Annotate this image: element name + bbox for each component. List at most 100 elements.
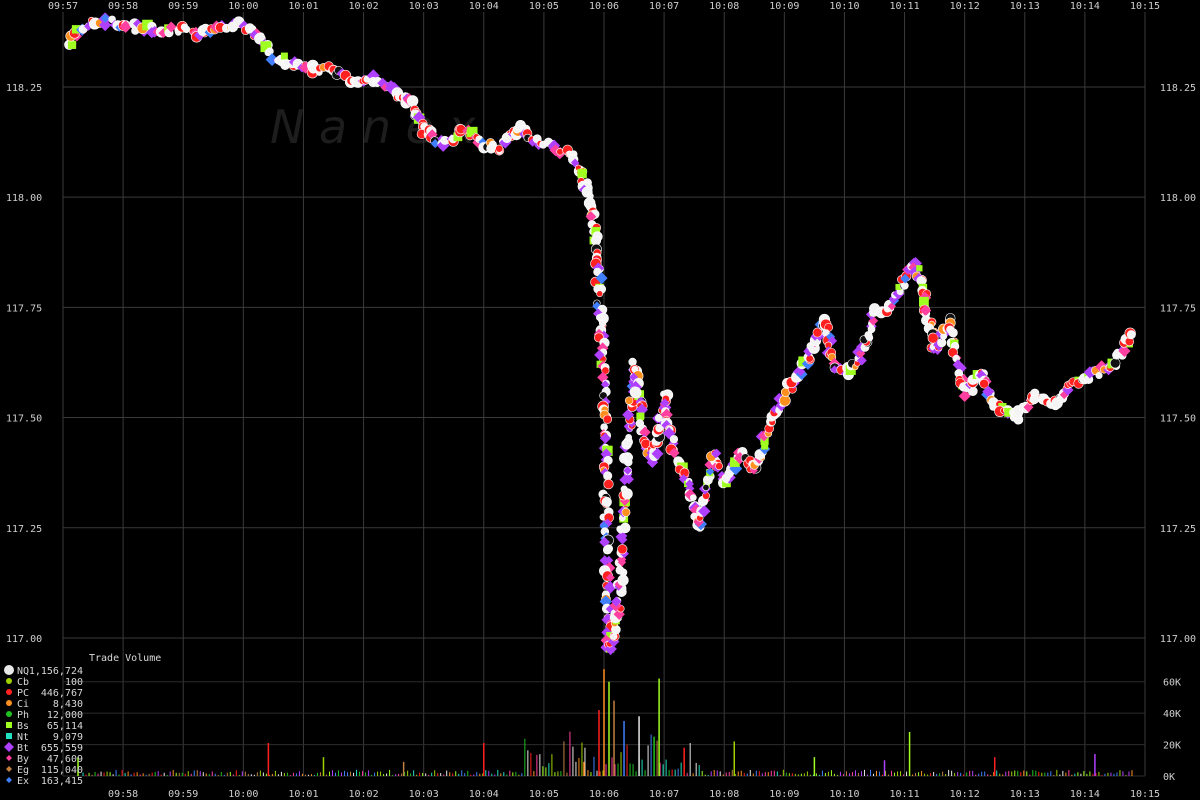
- trade-marker: [601, 366, 610, 375]
- volume-axis: 60K 40K 20K 0K: [1163, 678, 1181, 783]
- vol-tick: 60K: [1163, 678, 1181, 689]
- trade-marker: [624, 396, 634, 405]
- trade-marker: [895, 283, 902, 290]
- trade-marker: [805, 354, 814, 363]
- trade-marker: [636, 412, 645, 421]
- trade-marker: [1118, 344, 1131, 358]
- y-axis-right: 118.25 118.00 117.75 117.50 117.25 117.00: [1160, 83, 1196, 645]
- legend-volume: 100: [65, 677, 83, 688]
- trade-marker: [142, 19, 153, 31]
- x-tick-top: 10:05: [529, 1, 559, 12]
- y-tick-right: 118.00: [1160, 193, 1196, 204]
- trade-marker: [595, 272, 608, 285]
- trade-marker: [602, 414, 613, 424]
- x-axis-top: 09:57 09:58 09:59 10:00 10:01 10:02 10:03 10:04…: [48, 1, 1160, 12]
- y-tick-right: 118.25: [1160, 83, 1196, 94]
- trade-marker: [600, 423, 608, 431]
- legend-volume: 446,767: [41, 688, 83, 699]
- trade-marker: [605, 573, 615, 583]
- x-tick-bottom: 09:58: [108, 789, 138, 800]
- trade-marker: [715, 462, 724, 471]
- trade-marker: [620, 522, 631, 534]
- trade-marker: [599, 536, 610, 548]
- legend-volume: 115,040: [41, 765, 83, 776]
- legend-marker-bs: [6, 722, 12, 728]
- trade-marker: [260, 41, 272, 53]
- trade-marker: [1109, 357, 1121, 369]
- legend-code: Bs: [17, 721, 29, 732]
- trade-marker: [624, 453, 634, 462]
- legend-marker-by: [6, 755, 12, 761]
- trade-marker: [856, 348, 866, 359]
- y-axis-left: 118.25 118.00 117.75 117.50 117.25 117.00: [6, 83, 42, 645]
- trade-marker: [621, 507, 631, 517]
- trade-marker: [406, 95, 419, 107]
- trade-marker: [927, 332, 939, 344]
- vol-tick: 40K: [1163, 709, 1181, 720]
- trade-marker: [651, 447, 664, 460]
- legend-code: NQ: [17, 666, 29, 677]
- legend-volume: 47,609: [47, 754, 83, 765]
- trade-marker: [979, 378, 989, 389]
- trade-marker: [617, 544, 628, 555]
- legend-code: Ph: [17, 710, 29, 721]
- trade-marker: [952, 359, 964, 371]
- trade-marker: [453, 132, 463, 142]
- trade-marker: [495, 144, 504, 153]
- trade-marker: [596, 314, 603, 321]
- trade-markers: [64, 12, 1136, 656]
- trade-marker: [577, 168, 587, 179]
- trade-marker: [655, 424, 664, 433]
- trade-marker: [798, 356, 809, 367]
- trade-marker: [661, 420, 672, 431]
- legend-volume: 1,156,724: [29, 666, 83, 677]
- trade-marker: [623, 474, 634, 485]
- x-tick-bottom: 10:07: [649, 789, 679, 800]
- y-tick-right: 117.75: [1160, 303, 1196, 314]
- trade-marker: [796, 366, 806, 377]
- trade-marker: [466, 129, 475, 138]
- x-axis-bottom: 09:58 09:59 10:00 10:01 10:02 10:03 10:04 10:05…: [108, 789, 1160, 800]
- trade-marker: [803, 345, 815, 357]
- trade-marker: [948, 328, 958, 338]
- x-tick-bottom: 10:15: [1130, 789, 1160, 800]
- trade-marker: [592, 301, 602, 311]
- trade-marker: [685, 479, 694, 489]
- trade-marker: [71, 25, 81, 34]
- x-tick-bottom: 10:02: [349, 789, 379, 800]
- x-tick-bottom: 10:06: [589, 789, 619, 800]
- x-tick-bottom: 09:59: [168, 789, 198, 800]
- trade-marker: [602, 545, 613, 555]
- x-tick-top: 10:13: [1010, 1, 1040, 12]
- x-tick-top: 10:10: [829, 1, 859, 12]
- legend-marker-ci: [6, 700, 12, 706]
- vol-tick: 20K: [1163, 741, 1181, 752]
- x-tick-top: 09:59: [168, 1, 198, 12]
- trade-marker: [982, 385, 995, 398]
- trade-marker: [604, 555, 614, 565]
- trade-marker: [193, 29, 206, 41]
- x-tick-top: 10:09: [769, 1, 799, 12]
- vol-tick: 0K: [1163, 772, 1175, 783]
- legend-volume: 655,559: [41, 743, 83, 754]
- trade-marker: [603, 471, 613, 481]
- trade-marker: [600, 380, 610, 389]
- trade-marker: [1095, 372, 1103, 380]
- x-tick-top: 10:08: [709, 1, 739, 12]
- x-tick-bottom: 10:13: [1010, 789, 1040, 800]
- legend-code: Ci: [17, 699, 29, 710]
- trade-marker: [625, 434, 633, 441]
- legend-code: Ex: [17, 776, 29, 787]
- legend-marker-ph: [6, 711, 12, 717]
- trade-marker: [704, 459, 714, 470]
- trade-marker: [615, 565, 625, 575]
- trade-marker: [1059, 390, 1069, 400]
- trade-marker: [1029, 394, 1039, 405]
- trade-marker: [108, 15, 116, 24]
- legend-marker-pc: [6, 689, 12, 695]
- trade-marker: [182, 25, 191, 34]
- legend-code: Cb: [17, 677, 29, 688]
- y-tick-left: 118.25: [6, 83, 42, 94]
- y-tick-left: 117.25: [6, 524, 42, 535]
